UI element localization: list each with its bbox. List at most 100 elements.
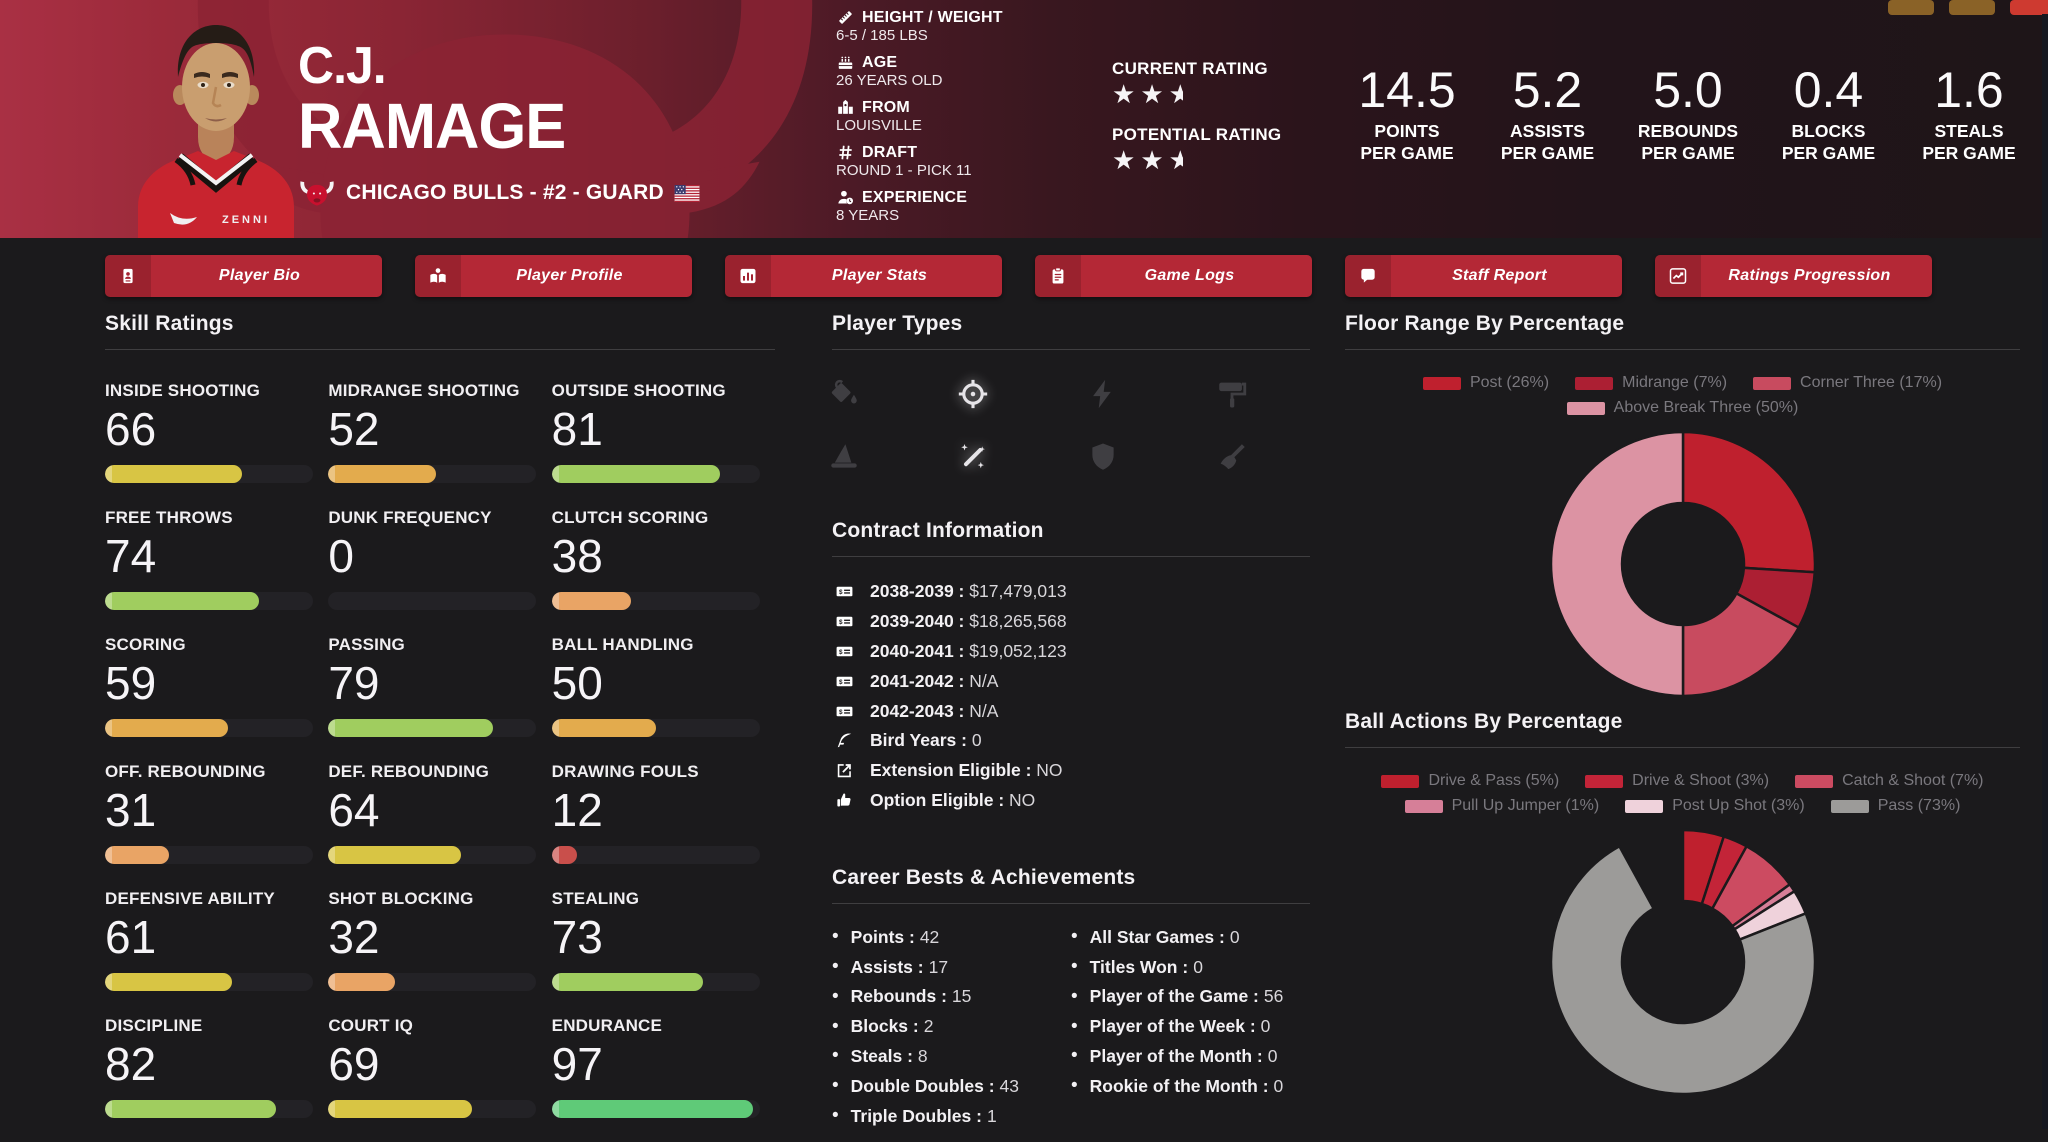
- player-type-magic-wand-active[interactable]: [956, 440, 990, 474]
- tab-staff-report[interactable]: Staff Report: [1345, 255, 1622, 297]
- skill-bar-fill: [105, 846, 170, 864]
- skill-free-throws: FREE THROWS 74: [105, 507, 328, 634]
- address-card-icon: [123, 268, 133, 284]
- stat-label: BLOCKS PER GAME: [1781, 121, 1876, 163]
- contract-icon-wrap: [832, 791, 856, 810]
- corner-box-0[interactable]: [1888, 0, 1934, 15]
- career-item-assists: Assists : 17: [832, 952, 1071, 982]
- legend-label: Drive & Shoot (3%): [1632, 772, 1770, 789]
- skill-label: DUNK FREQUENCY: [328, 508, 492, 527]
- money-check-icon: $: [836, 587, 852, 597]
- school-icon: [838, 99, 853, 114]
- tab-player-bio[interactable]: Player Bio: [105, 255, 382, 297]
- money-check-icon: $: [836, 706, 852, 716]
- section-title-skill-ratings: Skill Ratings: [105, 312, 234, 335]
- divider: [1345, 349, 2020, 350]
- skill-discipline: DISCIPLINE 82: [105, 1015, 328, 1142]
- player-type-shield[interactable]: [1086, 440, 1120, 474]
- svg-text:$: $: [838, 649, 842, 656]
- legend-item-catch-shoot[interactable]: Catch & Shoot (7%): [1795, 772, 1984, 790]
- contract-text: 2040-2041 : $19,052,123: [870, 640, 1067, 661]
- player-type-hat-wizard[interactable]: [827, 440, 861, 474]
- skill-outside-shooting: OUTSIDE SHOOTING 81: [551, 380, 775, 507]
- contract-text: 2042-2043 : N/A: [870, 700, 999, 721]
- career-bests-list: Points : 42Assists : 17Rebounds : 15Bloc…: [832, 922, 1071, 1131]
- skill-bar: [328, 846, 537, 864]
- money-check-icon: $: [836, 646, 852, 657]
- skill-label: OFF. REBOUNDING: [105, 762, 266, 781]
- stat-value: 1.6: [1934, 62, 2004, 118]
- legend-item-drive-shoot[interactable]: Drive & Shoot (3%): [1585, 772, 1769, 790]
- skill-label: ENDURANCE: [551, 1016, 663, 1035]
- stat-value: 5.0: [1653, 62, 1723, 118]
- player-type-bolt[interactable]: [1086, 377, 1120, 411]
- cake-icon: [838, 56, 853, 69]
- skill-ball-handling: BALL HANDLING 50: [551, 634, 775, 761]
- career-item-rookie-of-the-month: Rookie of the Month : 0: [1071, 1071, 1310, 1101]
- book-reader-icon: [430, 268, 446, 283]
- legend-label: Drive & Pass (5%): [1428, 772, 1560, 789]
- ruler-icon: [839, 11, 852, 24]
- legend-item-pass[interactable]: Pass (73%): [1830, 797, 1960, 815]
- skill-value: 64: [328, 784, 380, 836]
- career-item-double-doubles: Double Doubles : 43: [832, 1071, 1071, 1101]
- broom-icon: [1220, 443, 1245, 469]
- career-item-points: Points : 42: [832, 922, 1071, 952]
- corner-box-2[interactable]: [2010, 0, 2048, 15]
- player-type-paint-roller[interactable]: [1215, 377, 1249, 411]
- player-type-broom[interactable]: [1215, 440, 1249, 474]
- info-label: EXPERIENCE: [836, 188, 1096, 207]
- current-rating-stars: ★ ★ ★: [1112, 81, 1281, 108]
- thumbs-up-icon: [836, 793, 851, 807]
- contract-text: 2041-2042 : N/A: [870, 670, 999, 691]
- skill-bar-fill: [328, 1100, 472, 1118]
- section-title-contract: Contract Information: [832, 519, 1044, 542]
- stat-rebounds: 5.0 REBOUNDS PER GAME: [1633, 62, 1743, 164]
- tab-game-logs[interactable]: Game Logs: [1035, 255, 1312, 297]
- stat-value: 14.5: [1358, 62, 1456, 118]
- tab-player-profile[interactable]: Player Profile: [415, 255, 692, 297]
- legend-item-post[interactable]: Post (26%): [1422, 374, 1550, 392]
- legend-item-pull-up-jumper[interactable]: Pull Up Jumper (1%): [1404, 797, 1599, 815]
- player-last-name: RAMAGE: [298, 90, 566, 162]
- bolt-icon: [1092, 379, 1111, 408]
- player-type-fill-drip[interactable]: [827, 377, 861, 411]
- legend-item-above-break-three[interactable]: Above Break Three (50%): [1566, 399, 1798, 417]
- skill-value: 97: [551, 1038, 603, 1090]
- stat-label: ASSISTS PER GAME: [1500, 121, 1595, 163]
- scrollbar[interactable]: [2042, 14, 2048, 1129]
- player-type-crosshairs-active[interactable]: [956, 377, 990, 411]
- skill-value: 12: [551, 784, 603, 836]
- skill-value: 73: [551, 911, 603, 963]
- corner-box-1[interactable]: [1949, 0, 1995, 15]
- stat-value: 0.4: [1793, 62, 1864, 118]
- legend-label: Post (26%): [1469, 374, 1550, 391]
- skill-stealing: STEALING 73: [551, 888, 775, 1015]
- legend-item-post-up-shot[interactable]: Post Up Shot (3%): [1625, 797, 1805, 815]
- legend-label: Corner Three (17%): [1800, 374, 1943, 391]
- ball-actions-donut-chart: [1548, 827, 1818, 1097]
- info-value: 6-5 / 185 LBS: [836, 27, 928, 44]
- tab-label: Ratings Progression: [1728, 267, 1891, 284]
- legend-item-midrange[interactable]: Midrange (7%): [1575, 374, 1727, 392]
- tab-label: Staff Report: [1452, 267, 1547, 284]
- skill-court-iq: COURT IQ 69: [328, 1015, 551, 1142]
- skill-bar: [551, 846, 760, 864]
- tab-player-stats[interactable]: Player Stats: [725, 255, 1002, 297]
- donut-segment-above-break-three: [1549, 430, 1684, 698]
- legend-item-drive-pass[interactable]: Drive & Pass (5%): [1381, 772, 1559, 790]
- skill-bar: [328, 465, 537, 483]
- tab-ratings-progression[interactable]: Ratings Progression: [1655, 255, 1932, 297]
- star-full-icon: ★: [1112, 145, 1136, 175]
- ratings-column: CURRENT RATING ★ ★ ★ POTENTIAL RATING ★ ★ ★: [1112, 58, 1281, 190]
- legend-item-corner-three[interactable]: Corner Three (17%): [1753, 374, 1942, 392]
- career-item-player-of-the-game: Player of the Game : 56: [1071, 982, 1310, 1012]
- skill-shot-blocking: SHOT BLOCKING 32: [328, 888, 551, 1015]
- skill-passing: PASSING 79: [328, 634, 551, 761]
- legend-swatch: [1830, 799, 1869, 813]
- career-item-titles-won: Titles Won : 0: [1071, 952, 1310, 982]
- skill-value: 82: [105, 1038, 157, 1090]
- svg-text:ZENNI: ZENNI: [222, 214, 270, 226]
- skill-value: 79: [328, 657, 380, 709]
- donut-svg: [1549, 430, 1816, 698]
